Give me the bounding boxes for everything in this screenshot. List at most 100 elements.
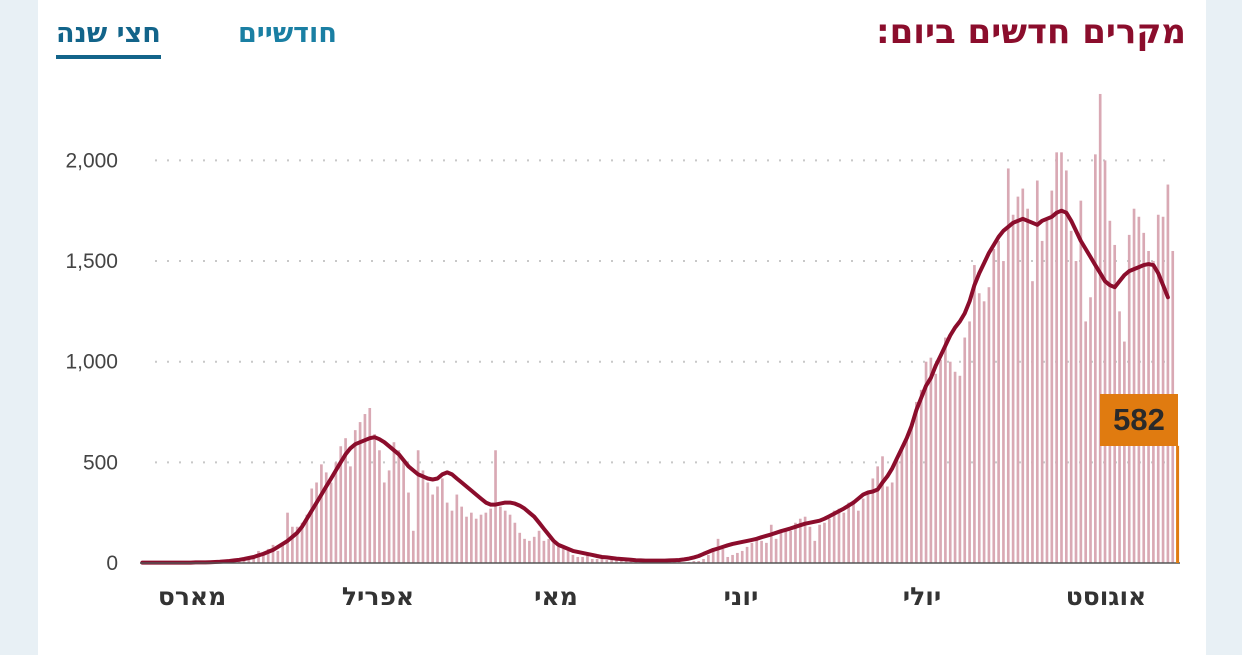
bar [881,456,884,563]
bar [499,506,502,563]
bar [339,446,343,563]
bar [1069,230,1073,563]
bar [474,518,478,563]
bar [329,482,333,563]
bar [576,556,580,563]
bar [852,500,855,563]
bar [605,559,609,563]
bar [721,548,725,563]
bar [349,466,352,563]
bar [803,516,807,563]
bar [416,450,420,563]
bar [484,512,488,563]
bar [242,560,246,563]
bar [276,550,280,563]
bar [963,337,967,563]
bar [1031,281,1034,563]
bar [286,512,289,563]
bar [310,488,314,563]
bar [436,486,439,563]
y-tick-label: 0 [106,552,118,575]
bar [1040,240,1044,564]
tab-half-year[interactable]: חצי שנה [56,18,161,59]
bar [382,482,386,563]
tab-two-months[interactable]: חודשיים [238,18,337,49]
bar [847,502,850,563]
bar [1050,190,1054,563]
bar [586,554,589,563]
bar [407,492,410,563]
bar [619,560,623,563]
daily-bars [141,93,1175,564]
bar [1060,152,1063,564]
bar [378,450,381,563]
bar [886,486,889,563]
bar [344,438,347,563]
bar [929,357,933,563]
bar [513,522,517,563]
bar [561,548,565,563]
bar [958,375,962,563]
bar [262,553,265,563]
bar [1132,208,1136,563]
moving-average-line [140,208,1170,565]
bar [320,464,323,563]
bar [711,550,715,563]
y-tick-label: 1,000 [65,351,118,374]
bar [861,498,865,563]
bar [876,466,880,563]
bar [247,558,251,563]
bar [552,542,555,563]
bar [1026,208,1029,563]
bar [411,530,415,563]
x-month-label: מארס [158,582,226,611]
bar [779,532,783,563]
bar [595,558,599,563]
bar [707,554,710,563]
bar [600,558,604,563]
bar [919,389,923,563]
y-axis-labels: 0 500 1,000 1,500 2,000 [65,149,118,575]
x-month-label: אוגוסט [1066,582,1147,611]
bar [300,522,304,563]
bar [455,494,459,563]
bar [702,558,705,563]
bar [503,510,507,563]
bar [740,550,744,563]
bar [1108,220,1112,564]
latest-value-marker: 582 [1100,394,1180,563]
bar [523,538,526,563]
bar [547,538,551,563]
bar [1156,214,1160,564]
bar [890,482,894,563]
bar [842,512,846,563]
bar [832,510,836,563]
bar [615,559,618,563]
bar [856,510,860,563]
gridlines [155,159,1175,464]
bar [392,442,396,563]
chart-card: מקרים חדשים ביום: חודשיים חצי שנה [38,0,1206,655]
bar [813,540,817,563]
bar [973,265,976,563]
bar [750,542,754,563]
bar [808,526,812,563]
bar [798,518,802,563]
bar [315,482,318,563]
bar [968,321,971,563]
bar [745,546,749,563]
bar [426,482,430,563]
bar [774,538,778,563]
x-month-label: יולי [903,582,941,611]
bar [1074,261,1078,563]
bar [1123,341,1126,563]
bar [1098,93,1102,563]
latest-value-box [1100,394,1178,446]
bar [397,450,401,563]
bar [450,510,454,563]
x-month-label: יוני [724,582,759,611]
bar [305,514,309,563]
bar [895,458,899,563]
bar [823,522,826,563]
